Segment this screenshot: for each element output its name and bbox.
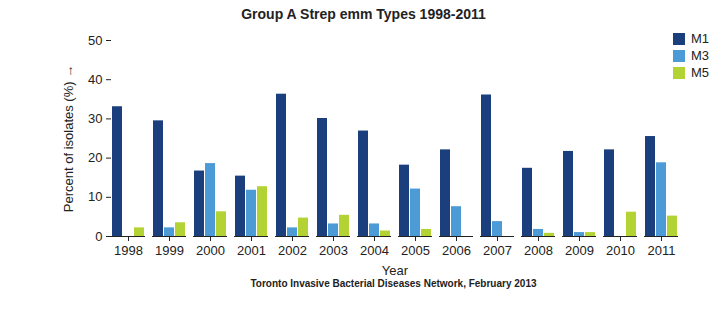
html-text:Toronto Invasive Bacterial Dis: Toronto Invasive Bacterial Diseases Netw… (250, 278, 537, 289)
svg-text:20: 20 (88, 150, 102, 165)
svg-text:2002: 2002 (278, 243, 307, 258)
html-text:M5: M5 (690, 65, 709, 80)
svg-text:2009: 2009 (565, 243, 594, 258)
svg-text:2004: 2004 (360, 243, 389, 258)
svg-text:2008: 2008 (524, 243, 553, 258)
html-text:Group A Strep emm Types 1998-2: Group A Strep emm Types 1998-2011 (241, 6, 486, 22)
html-text:M1: M1 (690, 31, 709, 46)
svg-text:Percent of isolates (%) →: Percent of isolates (%) → (61, 65, 76, 212)
svg-text:2003: 2003 (319, 243, 348, 258)
svg-text:2007: 2007 (483, 243, 512, 258)
svg-text:0: 0 (95, 229, 102, 244)
svg-text:30: 30 (88, 111, 102, 126)
html-text:M3: M3 (690, 48, 709, 63)
svg-text:1999: 1999 (155, 243, 184, 258)
svg-text:2006: 2006 (442, 243, 471, 258)
svg-text:1998: 1998 (114, 243, 143, 258)
svg-text:2010: 2010 (606, 243, 635, 258)
svg-text:2001: 2001 (237, 243, 266, 258)
svg-text:10: 10 (88, 189, 102, 204)
svg-text:2000: 2000 (196, 243, 225, 258)
svg-text:2005: 2005 (401, 243, 430, 258)
svg-text:50: 50 (88, 33, 102, 48)
svg-text:40: 40 (88, 72, 102, 87)
svg-text:Year: Year (382, 263, 409, 278)
svg-text:2011: 2011 (648, 243, 676, 258)
